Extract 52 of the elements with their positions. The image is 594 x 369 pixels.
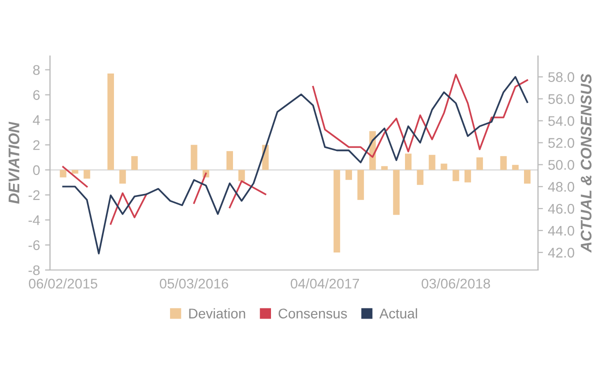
x-tick-label: 03/06/2018 xyxy=(422,278,490,289)
bar xyxy=(72,170,78,174)
x-tick-label: 05/03/2016 xyxy=(160,278,228,289)
bar xyxy=(238,170,245,182)
bar xyxy=(393,170,400,215)
bar xyxy=(476,157,483,170)
bar xyxy=(404,154,412,170)
y2-tick-label: 56.0 xyxy=(548,94,574,104)
bar xyxy=(334,170,340,252)
y2-tick-label: 52.0 xyxy=(548,138,574,148)
bar xyxy=(119,170,126,184)
y-tick-label: -6 xyxy=(28,240,40,250)
x-tick-label: 06/02/2015 xyxy=(28,278,98,289)
bar xyxy=(524,170,531,184)
y-tick-label: 0 xyxy=(33,165,40,176)
y2-axis-title: ACTUAL & CONSENSUS xyxy=(580,74,592,253)
y-tick-label: -8 xyxy=(28,265,40,276)
y2-tick-label: 58.0 xyxy=(548,72,574,82)
bar xyxy=(416,170,424,185)
bar xyxy=(107,74,114,170)
bar xyxy=(464,170,472,182)
y-axis-title: DEVIATION xyxy=(8,122,20,204)
bar xyxy=(60,170,66,178)
y-tick-label: -4 xyxy=(28,215,40,225)
bar xyxy=(226,151,233,170)
y2-tick-label: 42.0 xyxy=(548,248,574,258)
y-tick-label: 8 xyxy=(33,65,40,75)
bar xyxy=(345,170,352,180)
bar xyxy=(84,170,90,179)
y-tick-label: 4 xyxy=(32,115,40,125)
legend-label: Actual xyxy=(379,308,418,318)
bar xyxy=(428,154,436,170)
y2-tick-label: 50.0 xyxy=(548,160,574,170)
legend-label: Deviation xyxy=(189,308,246,318)
y2-tick-label: 48.0 xyxy=(548,182,574,192)
bar xyxy=(440,164,448,170)
bar xyxy=(512,164,519,170)
bar xyxy=(190,144,198,170)
bar xyxy=(357,170,364,200)
y-tick-label: 6 xyxy=(33,90,40,100)
bar xyxy=(500,156,507,170)
x-tick-label: 04/04/2017 xyxy=(290,278,360,289)
y-tick-label: -2 xyxy=(28,190,40,200)
y-tick-label: 2 xyxy=(33,140,40,150)
y2-tick-label: 46.0 xyxy=(548,204,574,214)
line-series xyxy=(62,76,528,254)
bar xyxy=(452,170,460,182)
bar xyxy=(381,166,388,170)
legend-label: Consensus xyxy=(278,308,347,318)
y2-tick-label: 44.0 xyxy=(548,226,574,236)
bar xyxy=(131,156,138,170)
y2-tick-label: 54.0 xyxy=(548,116,574,126)
